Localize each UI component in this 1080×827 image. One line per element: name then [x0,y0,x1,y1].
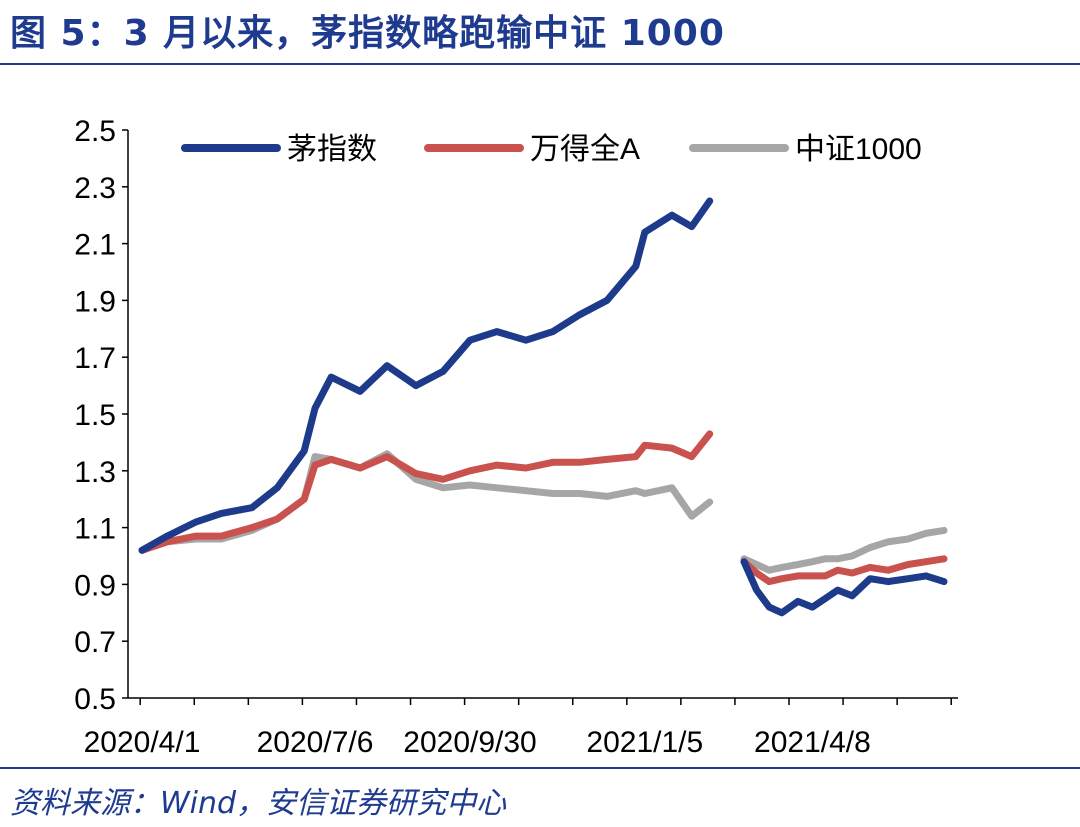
y-tick-label: 1.7 [74,342,116,375]
series-lines [138,197,948,617]
figure-title: 图 5：3 月以来，茅指数略跑输中证 1000 [10,13,725,54]
y-tick-label: 2.5 [74,115,116,148]
y-tick-label: 0.5 [74,683,116,716]
y-tick-label: 0.9 [74,569,116,602]
x-axis: 2020/4/1 2020/7/6 2020/9/30 2021/1/5 2021/4/… [84,697,958,759]
source-divider [0,767,1080,769]
y-tick-label: 1.9 [74,285,116,318]
x-tick-label: 2020/9/30 [403,726,536,759]
series-line-2-segment-1 [138,430,714,554]
series-line-1-segment-2 [740,558,948,617]
x-tick-label: 2021/4/8 [754,726,871,759]
y-tick-label: 0.7 [74,626,116,659]
line-chart: 2.5 2.3 2.1 1.9 1.7 1.5 1.3 1.1 0.9 0.7 0.5 2020/4… [74,115,958,759]
y-tick-label: 1.3 [74,456,116,489]
legend-label-3: 中证1000 [795,133,922,166]
legend-label-1: 茅指数 [287,133,377,166]
x-tick-label: 2020/7/6 [257,726,374,759]
y-tick-label: 2.3 [74,172,116,205]
x-tick-label: 2021/1/5 [586,726,703,759]
y-tick-label: 1.1 [74,513,116,546]
series-line-3-segment-2 [740,526,948,574]
y-axis: 2.5 2.3 2.1 1.9 1.7 1.5 1.3 1.1 0.9 0.7 0.5 [74,115,129,716]
x-tick-label: 2020/4/1 [84,726,201,759]
legend: 茅指数 万得全A 中证1000 [181,133,922,166]
y-tick-label: 2.1 [74,229,116,262]
series-line-1-segment-1 [138,197,714,554]
y-tick-label: 1.5 [74,399,116,432]
title-divider [0,63,1080,65]
source-note: 资料来源：Wind，安信证券研究中心 [10,786,507,821]
series-line-2-segment-2 [740,555,948,586]
legend-label-2: 万得全A [530,133,640,166]
